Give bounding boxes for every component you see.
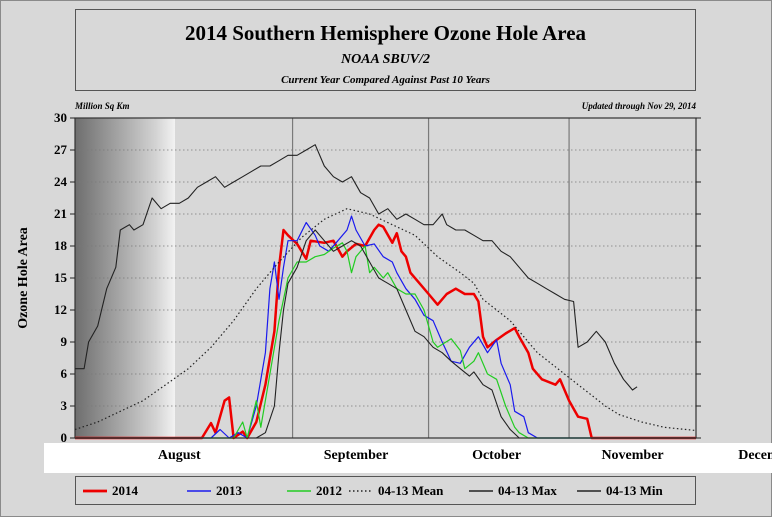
series-line-04-13-min	[75, 229, 696, 439]
y-tick-label: 3	[61, 398, 68, 413]
legend-label: 04-13 Mean	[378, 482, 444, 498]
y-tick-label: 0	[61, 430, 68, 445]
legend-swatch	[287, 489, 311, 492]
legend-item: 2012	[286, 477, 342, 504]
legend-label: 2014	[112, 482, 138, 498]
series-line-2012	[75, 242, 696, 439]
y-tick-label: 27	[54, 142, 68, 157]
month-label: September	[324, 448, 389, 463]
series-line-04-13-max	[75, 144, 638, 391]
legend-swatch	[469, 489, 493, 492]
y-tick-label: 30	[54, 110, 67, 125]
legend-swatch	[83, 489, 107, 492]
legend-label: 04-13 Min	[606, 482, 663, 498]
y-tick-label: 9	[61, 334, 68, 349]
y-tick-label: 24	[54, 174, 68, 189]
legend-item: 04-13 Min	[576, 477, 663, 504]
month-label-strip	[44, 443, 772, 473]
legend-swatch	[349, 489, 373, 492]
units-label: Million Sq Km	[74, 101, 130, 111]
series-line-2014	[75, 223, 696, 440]
month-label: August	[158, 448, 201, 463]
series-line-04-13-mean	[74, 208, 697, 432]
legend-item: 2013	[186, 477, 242, 504]
month-label: November	[601, 448, 663, 463]
legend-label: 2012	[316, 482, 342, 498]
legend-label: 2013	[216, 482, 242, 498]
legend-swatch	[577, 489, 601, 492]
y-tick-label: 18	[54, 238, 68, 253]
month-label: October	[472, 448, 521, 463]
legend: 2014 2013 2012 04-13 Mean 04-13 Max 04-13 Min	[75, 476, 696, 505]
legend-label: 04-13 Max	[498, 482, 557, 498]
chart-subtitle: NOAA SBUV/2	[340, 52, 431, 67]
legend-swatch	[187, 489, 211, 492]
y-axis-label: Ozone Hole Area	[16, 227, 31, 329]
legend-item: 04-13 Max	[468, 477, 557, 504]
title-box: 2014 Southern Hemisphere Ozone Hole Area…	[75, 9, 696, 91]
y-tick-label: 21	[54, 206, 67, 221]
y-tick-label: 6	[61, 366, 68, 381]
legend-item: 2014	[82, 477, 138, 504]
chart-subtitle-secondary: Current Year Compared Against Past 10 Ye…	[281, 74, 490, 86]
y-tick-label: 12	[54, 302, 67, 317]
chart-title: 2014 Southern Hemisphere Ozone Hole Area	[184, 21, 587, 45]
y-tick-label: 15	[54, 270, 68, 285]
month-label: December	[738, 448, 772, 463]
updated-label: Updated through Nov 29, 2014	[582, 101, 697, 111]
legend-item: 04-13 Mean	[348, 477, 443, 504]
